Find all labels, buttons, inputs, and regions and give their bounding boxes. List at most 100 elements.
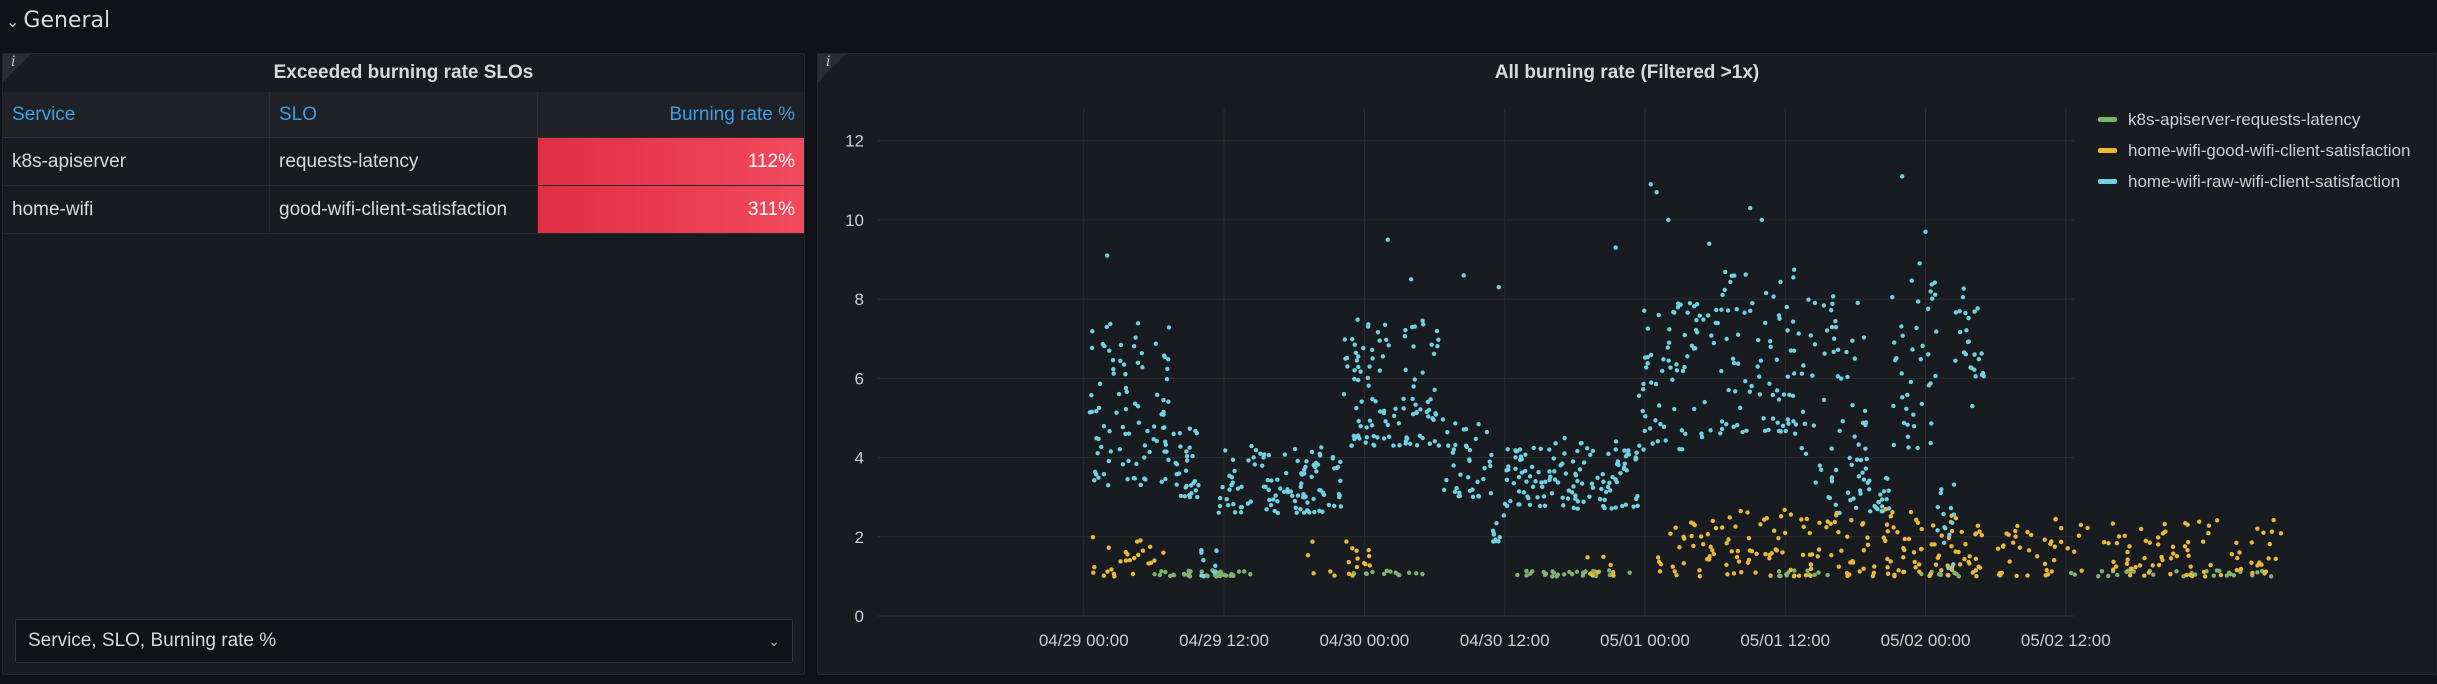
data-point [1575, 478, 1580, 484]
data-point [1697, 568, 1702, 573]
column-select[interactable]: Service, SLO, Burning rate % ⌄ [15, 619, 793, 663]
panel-title[interactable]: Exceeded burning rate SLOs [273, 62, 534, 83]
legend-item[interactable]: home-wifi-good-wifi-client-satisfaction [2098, 135, 2410, 166]
column-header-slo[interactable]: SLO [270, 92, 538, 137]
data-point [1093, 472, 1099, 477]
data-point [1961, 286, 1966, 291]
data-point [1138, 538, 1143, 543]
data-point [1166, 325, 1172, 330]
data-point [1251, 455, 1256, 460]
data-point [2106, 541, 2111, 546]
data-point [2142, 573, 2147, 578]
data-point [1410, 396, 1415, 402]
data-point [1132, 555, 1137, 561]
data-point [1603, 489, 1609, 495]
data-point [1502, 501, 1508, 507]
data-point [1833, 319, 1838, 324]
data-point [1860, 470, 1865, 475]
data-point [1470, 494, 1476, 499]
data-point [1493, 538, 1498, 544]
data-point [1418, 407, 1423, 412]
info-icon[interactable]: i [11, 54, 16, 70]
data-point [1723, 269, 1728, 275]
data-point [2200, 539, 2206, 544]
data-point [2184, 572, 2189, 578]
data-point [2218, 572, 2224, 578]
column-header-burning-rate[interactable]: Burning rate % [669, 103, 795, 125]
data-point [1645, 354, 1650, 360]
data-point [1642, 428, 1647, 434]
scatter-chart[interactable]: 0 2 4 6 8 10 12 04/29 00:00 04/29 12:00 04/30 00:… [818, 54, 2436, 674]
panel-info-corner[interactable]: i [3, 54, 31, 82]
data-point [1719, 426, 1725, 432]
data-point [1829, 479, 1835, 484]
data-point [1835, 374, 1841, 379]
data-point [1161, 409, 1166, 415]
data-point [1395, 572, 1401, 577]
data-point [1915, 445, 1920, 451]
data-point [1590, 568, 1596, 574]
legend-item[interactable]: k8s-apiserver-requests-latency [2098, 104, 2410, 135]
data-point [1923, 229, 1928, 234]
data-point [1271, 497, 1276, 502]
legend-item[interactable]: home-wifi-raw-wifi-client-satisfaction [2098, 166, 2410, 197]
panel-title[interactable]: All burning rate (Filtered >1x) [1494, 62, 1760, 83]
row-header-general[interactable]: ⌄ General [0, 0, 2437, 40]
data-point [1953, 549, 1958, 554]
data-point [1373, 399, 1378, 404]
data-point [1832, 519, 1837, 525]
data-point [1111, 366, 1116, 372]
data-point [1405, 436, 1410, 442]
data-point [1879, 504, 1885, 509]
data-point [1799, 445, 1805, 451]
data-point [1731, 360, 1737, 366]
data-point [1802, 421, 1808, 426]
data-point [1648, 352, 1654, 358]
data-point [1161, 397, 1166, 403]
data-point [1610, 570, 1616, 575]
data-point [1375, 330, 1381, 335]
data-point [1441, 487, 1447, 493]
data-point [1917, 261, 1922, 266]
chevron-down-icon[interactable]: ⌄ [768, 632, 780, 649]
data-point [1595, 570, 1601, 575]
data-point [2147, 540, 2153, 545]
data-point [1278, 486, 1283, 491]
data-point [1773, 547, 1778, 552]
data-point [2202, 574, 2208, 579]
data-point [1185, 458, 1190, 463]
data-point [2025, 573, 2030, 578]
data-point [1966, 315, 1971, 321]
data-point [1656, 312, 1661, 318]
chevron-down-icon[interactable]: ⌄ [6, 11, 20, 31]
data-point [1757, 374, 1762, 379]
data-point [1227, 487, 1232, 492]
data-point [1366, 553, 1372, 559]
data-point [2250, 570, 2255, 576]
data-point [1199, 569, 1204, 574]
data-point [1600, 471, 1605, 477]
data-point [1401, 396, 1406, 401]
column-header-service[interactable]: Service [3, 92, 270, 137]
data-point [1682, 332, 1687, 338]
data-point [1295, 458, 1300, 464]
data-point [1577, 467, 1583, 472]
data-point [1637, 443, 1642, 448]
data-point [1854, 457, 1860, 462]
data-point [1350, 573, 1355, 578]
data-point [1264, 507, 1269, 512]
data-point [1849, 462, 1854, 467]
data-point [1357, 436, 1362, 441]
data-point [1926, 352, 1931, 357]
data-point [1242, 569, 1247, 574]
data-point [1749, 549, 1755, 554]
data-point [1552, 477, 1558, 482]
panel-info-corner[interactable]: i [818, 54, 846, 82]
data-point [1338, 459, 1343, 464]
data-point [1951, 482, 1957, 487]
data-point [1850, 338, 1855, 343]
info-icon[interactable]: i [826, 54, 831, 70]
data-point [1346, 571, 1352, 576]
data-point [1188, 483, 1194, 488]
slo-table: Service SLO Burning rate % k8s-apiserver… [3, 92, 804, 234]
